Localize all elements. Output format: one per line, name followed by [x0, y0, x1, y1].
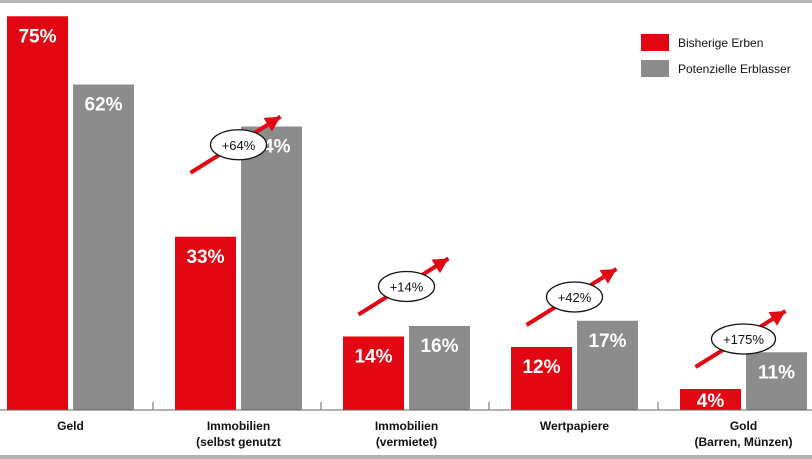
- growth-ellipse: [209, 129, 268, 161]
- growth-arrowhead: [768, 311, 786, 326]
- growth-label: +42%: [558, 290, 592, 305]
- bar-value-label: 33%: [186, 247, 224, 268]
- bar-potenzielle-erblasser-immobilien-selbst-genutzt: [241, 126, 302, 410]
- bottom-border: [0, 455, 812, 459]
- bar-value-label: 75%: [18, 26, 56, 47]
- bar-value-label: 14%: [354, 347, 392, 368]
- bar-bisherige-erben-immobilien-vermietet: [343, 336, 404, 410]
- growth-label: +64%: [222, 138, 256, 153]
- bar-value-label: 16%: [420, 336, 458, 357]
- legend-swatch-red: [641, 34, 669, 51]
- growth-annotations: +64% +14% +42% +175%: [189, 115, 787, 369]
- growth-ellipse: [710, 323, 777, 355]
- bar-value-label: 4%: [697, 391, 725, 412]
- bar-potenzielle-erblasser-wertpapiere: [577, 320, 638, 410]
- growth-annotation: +14%: [357, 256, 450, 317]
- bar-potenzielle-erblasser-immobilien-vermietet: [409, 326, 470, 410]
- bar-bisherige-erben-immobilien-selbst-genutzt: [175, 236, 236, 410]
- growth-annotation: +175%: [694, 309, 787, 369]
- bar-value-label: 12%: [522, 357, 560, 378]
- category-label-immobilien-selbst-genutzt: Immobilien (selbst genutzt: [196, 419, 281, 449]
- bar-value-label: 17%: [588, 331, 626, 352]
- bar-value-label: 62%: [84, 95, 122, 116]
- growth-arrowhead: [599, 269, 617, 284]
- growth-ellipse: [545, 281, 604, 313]
- category-label-wertpapiere: Wertpapiere: [540, 419, 609, 433]
- bar-potenzielle-erblasser-geld: [73, 84, 134, 410]
- bars-layer: 75%33%14% 12%4%62%54%16% 17%11%: [7, 16, 807, 412]
- category-label-geld: Geld: [57, 419, 84, 433]
- legend: Bisherige Erben Potenzielle Erblasser: [641, 34, 791, 77]
- x-axis: Geld Immobilien (selbst genutzt Immobilien(…: [0, 402, 812, 449]
- category-label-gold-barren-m-nzen: Gold (Barren, Münzen): [694, 419, 792, 449]
- legend-swatch-gray: [641, 60, 669, 77]
- growth-arrowhead: [263, 116, 281, 132]
- legend-label-bisherige-erben: Bisherige Erben: [678, 36, 763, 50]
- legend-label-potenzielle-erblasser: Potenzielle Erblasser: [678, 62, 791, 76]
- growth-label: +14%: [390, 280, 424, 295]
- bar-value-label: 11%: [758, 362, 795, 383]
- bar-bisherige-erben-gold-barren-m-nzen: [680, 389, 741, 410]
- growth-label: +175%: [723, 332, 764, 347]
- category-label-immobilien-vermietet: Immobilien (vermietet): [375, 419, 438, 449]
- growth-arrowhead: [431, 258, 449, 274]
- bar-potenzielle-erblasser-gold-barren-m-nzen: [746, 352, 807, 410]
- bar-bisherige-erben-geld: [7, 16, 68, 410]
- growth-annotation: +42%: [525, 267, 618, 327]
- growth-annotation: +64%: [189, 115, 282, 175]
- growth-ellipse: [377, 270, 436, 303]
- bar-bisherige-erben-wertpapiere: [511, 347, 572, 410]
- top-border: [0, 0, 812, 3]
